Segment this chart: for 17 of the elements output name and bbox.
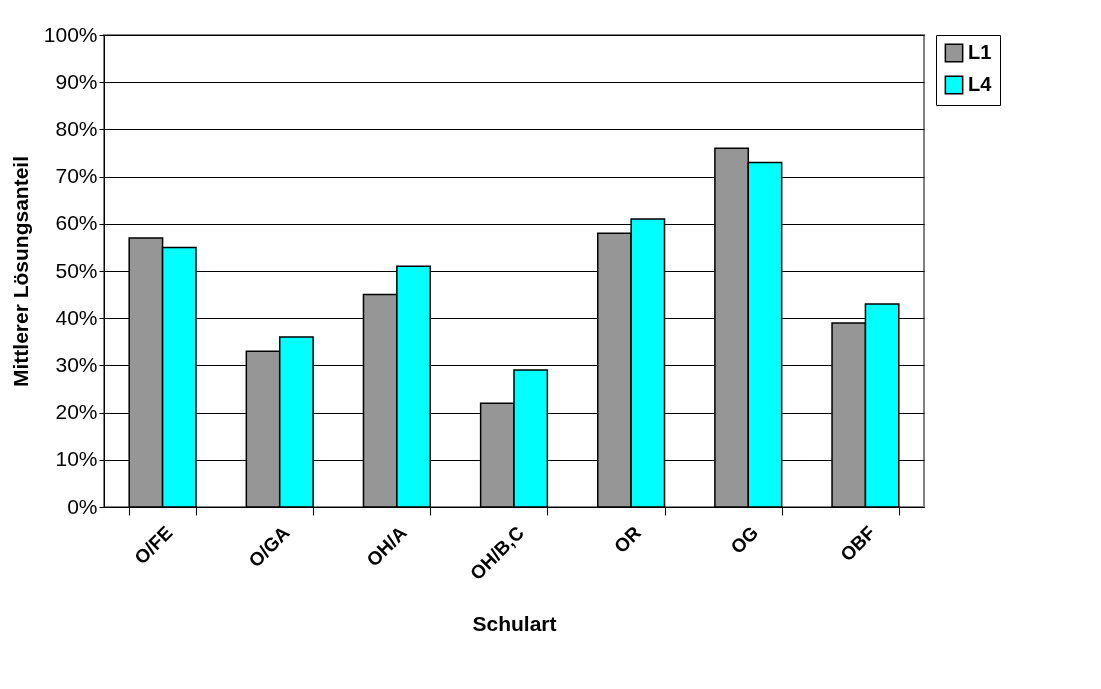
y-tick-label: 100% <box>43 22 98 46</box>
x-axis-title: Schulart <box>472 611 557 635</box>
x-tick-label: OR <box>610 521 646 558</box>
legend-label: L4 <box>968 73 993 95</box>
y-tick-label: 60% <box>55 211 98 235</box>
y-tick-label: 10% <box>55 447 98 471</box>
y-tick-label: 70% <box>55 164 98 188</box>
y-tick-label: 50% <box>55 258 98 282</box>
x-tick-label: OG <box>726 522 763 558</box>
legend-label: L1 <box>968 41 992 63</box>
y-tick-label: 90% <box>55 69 98 93</box>
y-tick-label: 40% <box>55 305 98 329</box>
y-tick-label: 20% <box>55 400 98 424</box>
y-tick-label: 0% <box>67 494 98 518</box>
y-axis-title: Mittlerer Lösungsanteil <box>8 155 32 388</box>
y-tick-label: 80% <box>55 116 98 140</box>
y-tick-label: 30% <box>55 352 98 376</box>
